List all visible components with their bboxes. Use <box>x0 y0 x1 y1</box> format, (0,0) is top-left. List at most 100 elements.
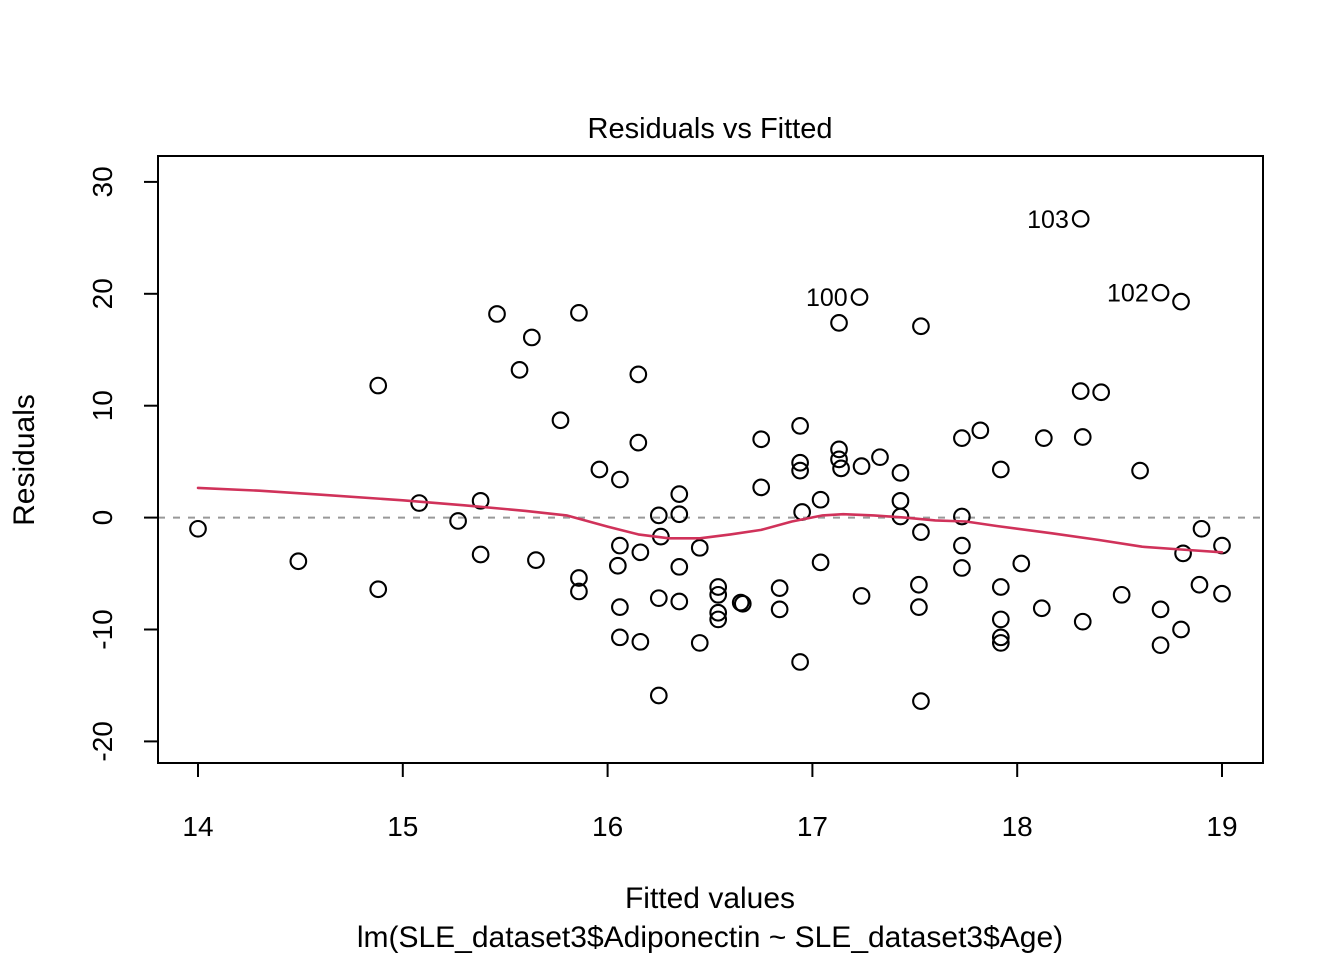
outlier-point <box>1151 283 1170 302</box>
chart-title: Residuals vs Fitted <box>588 113 833 145</box>
data-point <box>570 569 588 587</box>
data-point <box>709 585 728 604</box>
y-tick-label: -10 <box>87 609 118 649</box>
data-point <box>611 598 629 616</box>
data-point <box>369 580 388 599</box>
data-point <box>852 587 871 605</box>
data-point <box>770 600 789 619</box>
data-point <box>1092 383 1111 402</box>
data-point <box>991 634 1010 652</box>
data-point <box>608 556 627 575</box>
data-point <box>690 538 709 557</box>
data-point <box>770 579 789 597</box>
x-tick-label: 17 <box>797 811 828 842</box>
data-point <box>733 594 752 613</box>
data-point <box>791 461 809 480</box>
data-point <box>369 376 388 395</box>
x-axis-label: Fitted values <box>625 882 795 915</box>
data-point <box>1071 382 1090 401</box>
plot-area: 14 15 16 17 18 19 -20 -10 0 10 20 30 100 102 103 <box>87 155 1264 842</box>
data-point <box>830 440 848 459</box>
data-point <box>912 317 930 336</box>
data-point <box>709 610 728 629</box>
data-point <box>991 578 1010 596</box>
data-point <box>488 305 506 323</box>
data-point <box>830 450 848 469</box>
data-point <box>611 536 629 555</box>
data-point <box>991 460 1010 479</box>
data-point <box>1073 612 1092 631</box>
data-point <box>1190 575 1209 594</box>
data-point <box>1151 600 1170 619</box>
data-point <box>670 592 689 611</box>
data-point <box>1172 620 1190 639</box>
data-point <box>1151 636 1170 655</box>
data-point <box>832 459 850 478</box>
plot-border <box>157 155 1264 764</box>
data-point <box>1012 554 1031 573</box>
data-point <box>527 551 545 569</box>
data-point <box>649 506 668 525</box>
data-point <box>811 553 830 572</box>
outlier-point <box>1071 209 1090 228</box>
data-point <box>830 314 848 332</box>
data-point <box>1112 585 1131 604</box>
y-tick-label: 0 <box>87 510 118 526</box>
data-point <box>1174 544 1192 563</box>
data-point <box>910 598 928 616</box>
y-axis-label: Residuals <box>8 394 41 526</box>
data-point <box>551 411 570 430</box>
data-point <box>1131 461 1149 480</box>
y-tick-label: -20 <box>87 721 118 761</box>
outlier-label: 103 <box>1027 206 1069 234</box>
data-point <box>570 303 588 322</box>
x-tick-label: 18 <box>1002 811 1033 842</box>
data-point <box>1073 428 1092 446</box>
outlier-point <box>850 288 869 307</box>
data-point <box>471 545 490 564</box>
x-axis-sublabel: lm(SLE_dataset3$Adiponectin ~ SLE_datase… <box>357 921 1063 954</box>
data-point <box>631 543 650 562</box>
data-point <box>1034 429 1053 448</box>
data-point <box>991 628 1010 647</box>
data-point <box>912 523 930 541</box>
data-point <box>910 575 928 594</box>
outlier-label: 100 <box>806 284 848 312</box>
data-point <box>670 485 689 503</box>
data-point <box>522 328 541 347</box>
data-point <box>752 478 771 497</box>
data-point <box>791 416 809 435</box>
y-tick-label: 10 <box>87 390 118 421</box>
data-point <box>752 430 771 449</box>
data-point <box>891 463 910 482</box>
data-point <box>791 653 809 671</box>
data-point <box>852 457 871 475</box>
data-point <box>891 491 910 510</box>
data-point <box>670 557 689 576</box>
data-point <box>670 505 689 524</box>
y-tick-label: 20 <box>87 278 118 309</box>
data-point <box>629 433 648 452</box>
data-point <box>649 686 668 705</box>
smoother-line <box>196 486 1224 554</box>
data-point <box>611 628 629 647</box>
data-point <box>611 470 629 489</box>
data-point <box>631 632 650 651</box>
data-point <box>912 692 930 710</box>
data-point <box>289 552 308 571</box>
outlier-label: 102 <box>1107 280 1149 308</box>
data-point <box>471 491 490 510</box>
data-point <box>510 361 529 379</box>
data-point <box>1172 292 1190 311</box>
data-point <box>449 512 467 530</box>
data-point <box>709 603 728 622</box>
data-point <box>189 519 207 538</box>
data-point <box>1213 584 1231 603</box>
data-point <box>971 421 990 440</box>
data-point <box>690 634 709 652</box>
data-point <box>590 460 609 479</box>
data-point <box>811 490 830 509</box>
data-point <box>953 429 971 448</box>
